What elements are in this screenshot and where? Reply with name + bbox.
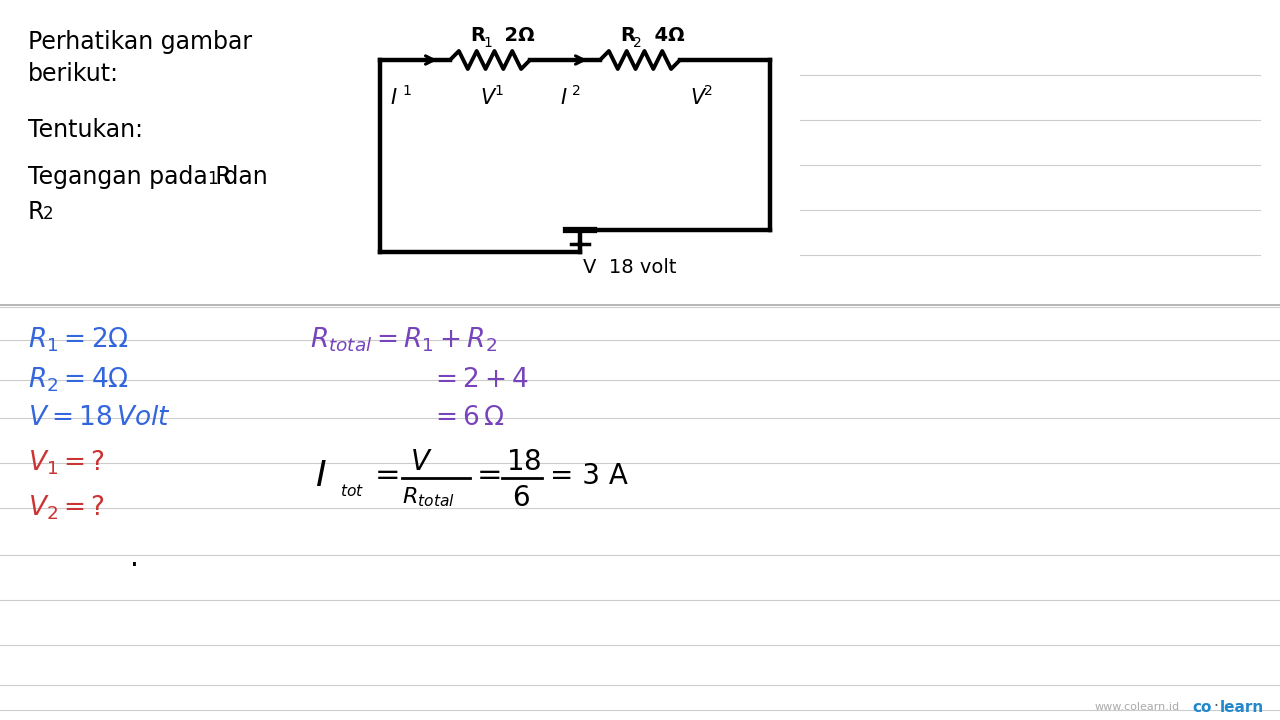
Text: $= 2 + 4$: $= 2 + 4$ [430,367,529,393]
Text: ·: · [1213,700,1217,714]
Text: $V = 18\,Volt$: $V = 18\,Volt$ [28,405,172,431]
Text: 2: 2 [704,84,713,98]
Text: dan: dan [216,165,268,189]
Text: 4Ω: 4Ω [641,26,685,45]
Text: I: I [561,88,566,108]
Text: 2: 2 [572,84,581,98]
Text: $R_2 = 4\Omega$: $R_2 = 4\Omega$ [28,366,129,395]
Text: $V_1 = ?$: $V_1 = ?$ [28,449,105,477]
Text: R: R [470,26,485,45]
Text: = 3 A: = 3 A [550,462,628,490]
Text: Tentukan:: Tentukan: [28,118,143,142]
Text: 1: 1 [483,36,492,50]
Text: learn: learn [1220,700,1265,714]
Text: $R_1 = 2\Omega$: $R_1 = 2\Omega$ [28,325,129,354]
Text: www.colearn.id: www.colearn.id [1094,702,1180,712]
Text: =: = [477,461,503,490]
Text: V  18 volt: V 18 volt [582,258,677,277]
Text: V: V [480,88,494,108]
Text: $V$: $V$ [410,448,433,475]
Text: berikut:: berikut: [28,62,119,86]
Text: co: co [1192,700,1211,714]
Text: R: R [28,200,45,224]
Text: .: . [131,544,138,572]
Text: Tegangan pada R: Tegangan pada R [28,165,232,189]
Text: 1: 1 [207,170,218,188]
Text: $_{tot}$: $_{tot}$ [340,480,365,500]
Text: $V_2 = ?$: $V_2 = ?$ [28,494,105,522]
Text: 2: 2 [634,36,641,50]
Text: V: V [690,88,704,108]
Text: $18$: $18$ [506,448,541,475]
Text: 1: 1 [494,84,503,98]
Text: Perhatikan gambar: Perhatikan gambar [28,30,252,54]
Text: $R_{total} = R_1 + R_2$: $R_{total} = R_1 + R_2$ [310,325,497,354]
Text: $I$: $I$ [315,459,326,492]
Text: 2: 2 [44,205,54,223]
Text: $R_{total}$: $R_{total}$ [402,486,454,509]
Text: $= 6\,\Omega$: $= 6\,\Omega$ [430,405,504,431]
Text: I: I [390,88,396,108]
Text: 2Ω: 2Ω [492,26,535,45]
Text: =: = [375,461,401,490]
Text: 1: 1 [402,84,411,98]
Text: $6$: $6$ [512,484,530,511]
Text: R: R [620,26,635,45]
